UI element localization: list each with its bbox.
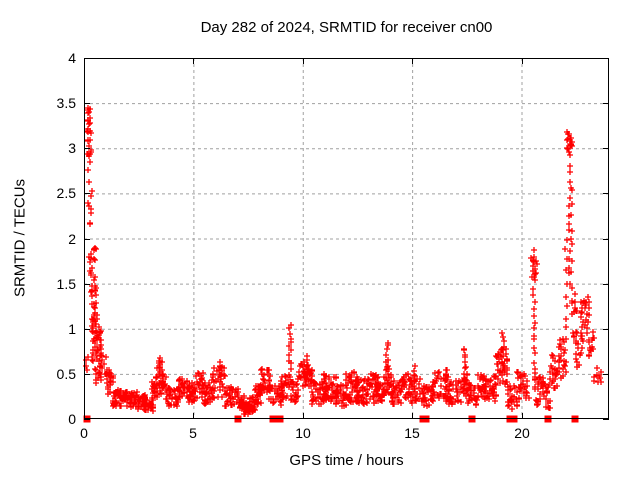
data-points: [83, 105, 604, 417]
x-tick-label: 20: [514, 425, 530, 441]
y-tick-label: 1.5: [57, 276, 77, 292]
y-tick-label: 1: [68, 321, 76, 337]
y-tick-label: 2: [68, 231, 76, 247]
y-tick-label: 3: [68, 140, 76, 156]
x-tick-label: 0: [80, 425, 88, 441]
x-tick-label: 5: [189, 425, 197, 441]
y-tick-label: 3.5: [57, 95, 77, 111]
x-tick-label: 10: [295, 425, 311, 441]
chart-title: Day 282 of 2024, SRMTID for receiver cn0…: [200, 19, 493, 36]
y-tick-label: 2.5: [57, 185, 77, 201]
x-axis-title: GPS time / hours: [289, 452, 404, 469]
y-tick-label: 4: [68, 50, 76, 66]
x-tick-label: 15: [404, 425, 420, 441]
y-tick-label: 0: [68, 411, 76, 427]
y-tick-label: 0.5: [57, 366, 77, 382]
plot-border: [84, 58, 609, 419]
